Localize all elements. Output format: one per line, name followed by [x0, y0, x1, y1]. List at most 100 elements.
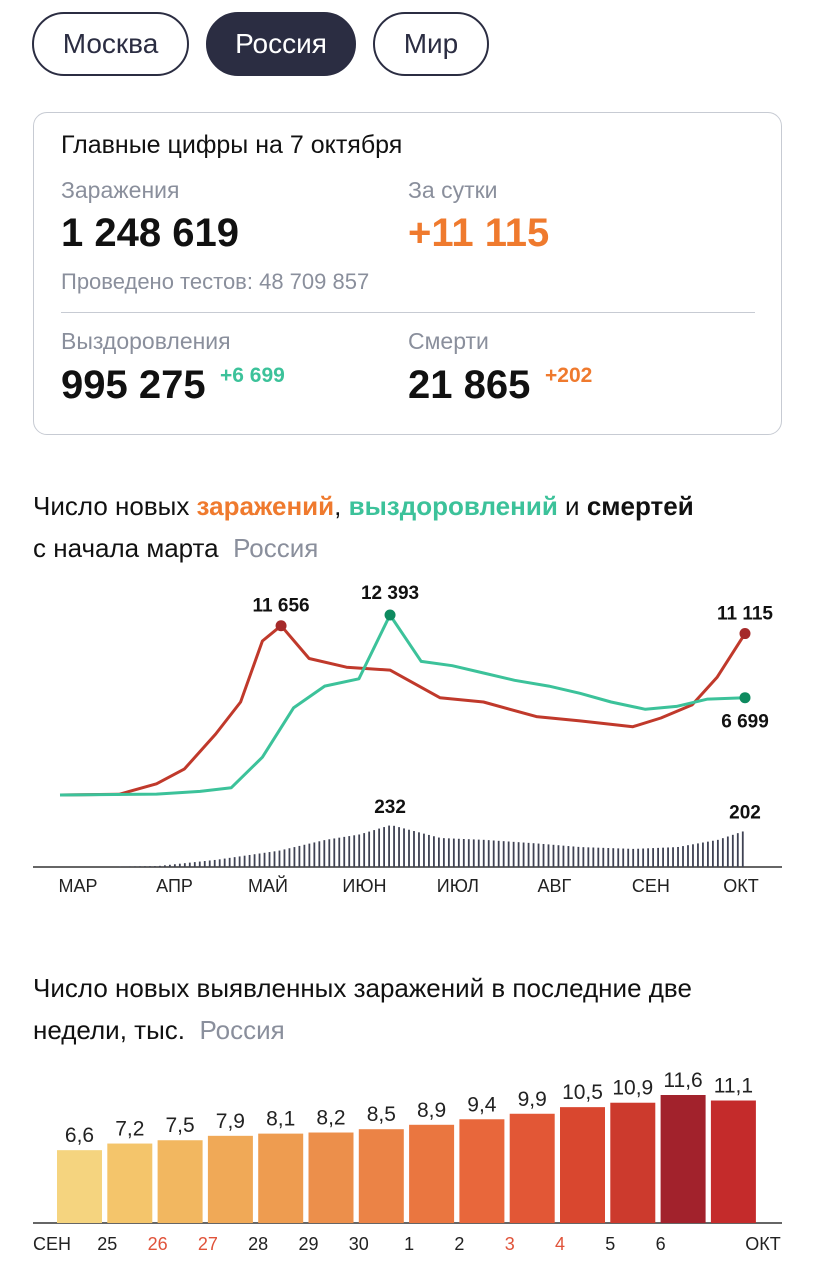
death-bar: [333, 838, 336, 867]
death-bar: [263, 852, 266, 867]
death-bar: [423, 833, 425, 867]
death-bar: [428, 834, 430, 867]
death-bar: [154, 866, 156, 867]
series-line: [59, 613, 746, 797]
death-bar: [467, 839, 470, 867]
death-bar: [716, 839, 719, 867]
bar: [308, 1132, 354, 1223]
death-bar: [472, 839, 475, 867]
death-bar: [617, 848, 620, 867]
death-bar: [129, 866, 131, 867]
death-bar: [497, 840, 500, 867]
death-bar: [602, 847, 605, 867]
annotation-dot: [739, 692, 751, 704]
death-bar: [418, 832, 420, 867]
death-bar: [124, 866, 126, 867]
death-bar: [318, 841, 321, 867]
bar-value-label: 11,6: [663, 1070, 702, 1092]
bar: [358, 1129, 404, 1223]
death-bar: [144, 866, 146, 867]
death-bar: [527, 842, 530, 867]
death-bar: [308, 843, 311, 867]
bar: [459, 1119, 505, 1223]
series-line: [59, 624, 747, 797]
death-bar: [293, 847, 296, 867]
month-tick-label: АПР: [156, 876, 193, 896]
death-bar: [582, 847, 585, 867]
heading-recoveries: выздоровлений: [348, 491, 558, 521]
death-bar: [667, 847, 669, 867]
tab-moscow[interactable]: Москва: [32, 12, 189, 76]
bar-tick-label: 5: [605, 1234, 615, 1254]
bar-value-label: 9,4: [467, 1093, 497, 1116]
death-bar: [183, 863, 186, 867]
heading-and: и: [557, 491, 587, 521]
death-bar: [622, 848, 625, 867]
death-bar: [726, 836, 729, 867]
recoveries-label: Выздоровления: [61, 328, 231, 354]
line-chart: МАР АПР МАЙ ИЮН ИЮЛ АВГ СЕН ОКТ 11 656 12 393 11 1…: [33, 583, 782, 896]
death-bar: [522, 842, 525, 867]
death-bar: [482, 839, 485, 867]
death-bar: [298, 845, 301, 867]
bar-chart: 6,6 7,2 7,5 7,9 8,1 8,2 8,5 8,9 9,4 9,9 10,5 10,9 11…: [33, 1070, 782, 1254]
bar-value-label: 7,2: [115, 1118, 144, 1141]
death-bar: [647, 848, 650, 867]
death-bar: [447, 838, 450, 867]
deaths-value: 21 865: [408, 363, 531, 407]
death-bar: [682, 846, 684, 867]
death-bar: [492, 840, 495, 867]
death-bar: [398, 827, 400, 867]
death-bar: [741, 831, 744, 867]
daily-value: +11 115: [408, 211, 550, 255]
death-bar: [134, 866, 136, 867]
bar-tick-label: 29: [298, 1234, 318, 1254]
death-bar: [632, 848, 635, 867]
death-bar: [477, 839, 480, 867]
death-bar: [258, 853, 261, 867]
death-bar: [652, 848, 655, 867]
bar-value-label: 8,2: [316, 1107, 345, 1130]
death-bar: [248, 854, 251, 867]
bar: [710, 1100, 756, 1223]
death-bar: [677, 846, 679, 867]
bar-value-label: 8,9: [417, 1099, 446, 1122]
death-bar: [328, 839, 331, 867]
death-bar: [358, 834, 361, 867]
annotation-label: 232: [374, 797, 406, 818]
death-bar: [388, 825, 390, 867]
bar-heading-line1: Число новых выявленных заражений в после…: [33, 973, 692, 1003]
death-bar: [288, 848, 291, 867]
death-bar: [313, 842, 316, 867]
death-bar: [692, 844, 694, 867]
heading-infections: заражений: [196, 491, 335, 521]
bar-tick-label: 25: [97, 1234, 117, 1254]
bar: [509, 1113, 555, 1223]
death-bar: [338, 837, 341, 867]
death-bar: [542, 843, 545, 867]
death-bar: [119, 866, 121, 867]
tab-world[interactable]: Мир: [373, 12, 489, 76]
month-tick-label: СЕН: [632, 876, 670, 896]
death-bar: [547, 844, 550, 867]
tab-russia[interactable]: Россия: [206, 12, 356, 76]
recoveries-value: 995 275: [61, 363, 206, 407]
daily-label: За сутки: [408, 177, 498, 203]
death-bar: [537, 843, 540, 867]
death-bar: [238, 856, 241, 867]
annotation-label: 12 393: [361, 583, 419, 604]
death-bar: [159, 865, 161, 867]
annotation-label: 6 699: [721, 712, 769, 733]
bar: [57, 1150, 102, 1223]
death-bar: [139, 866, 141, 867]
death-bar: [278, 850, 281, 867]
death-bar: [457, 838, 460, 867]
death-bar: [437, 837, 440, 867]
bar-value-label: 8,5: [367, 1103, 396, 1126]
recoveries-delta: +6 699: [220, 364, 285, 387]
death-bar: [188, 862, 191, 867]
bar-tick-label: 1: [404, 1234, 414, 1254]
death-bar: [383, 827, 385, 867]
death-bar: [507, 841, 510, 867]
annotation-dot: [384, 609, 396, 621]
